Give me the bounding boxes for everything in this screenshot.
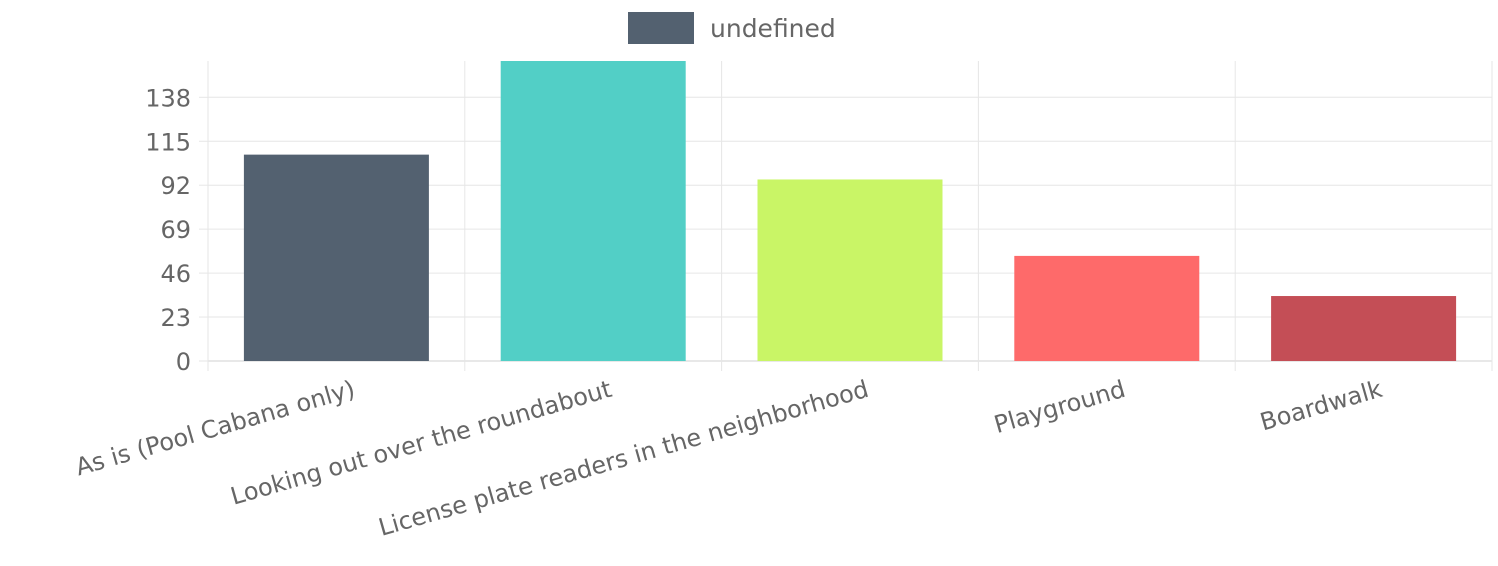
bar[interactable]	[500, 61, 686, 361]
x-axis: As is (Pool Cabana only)Looking out over…	[72, 375, 1385, 542]
legend[interactable]: undefined	[628, 12, 836, 44]
bar[interactable]	[1014, 255, 1200, 361]
y-tick-label: 0	[176, 348, 191, 376]
x-category-label: Playground	[991, 375, 1128, 439]
y-tick-label: 46	[160, 260, 191, 288]
y-tick-label: 115	[145, 128, 191, 156]
y-tick-label: 92	[160, 172, 191, 200]
y-tick-label: 23	[160, 304, 191, 332]
bar[interactable]	[243, 154, 429, 361]
y-tick-label: 138	[145, 84, 191, 112]
y-axis: 0 23 46 69 92 115 138	[145, 84, 191, 376]
legend-label: undefined	[710, 14, 836, 43]
x-category-label: Boardwalk	[1257, 375, 1385, 437]
y-tick-label: 69	[160, 216, 191, 244]
x-category-label: License plate readers in the neighborhoo…	[375, 375, 871, 542]
legend-swatch	[628, 12, 694, 44]
bar[interactable]	[757, 179, 943, 361]
bars	[243, 61, 1457, 361]
bar[interactable]	[1271, 296, 1457, 361]
